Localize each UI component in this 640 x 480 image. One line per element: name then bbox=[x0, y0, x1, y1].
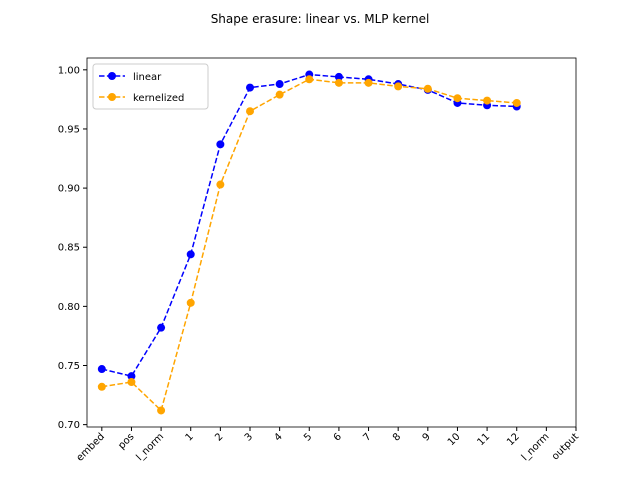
legend-marker bbox=[108, 72, 116, 80]
x-tick-label: pos bbox=[116, 431, 136, 451]
y-tick-label: 0.80 bbox=[58, 302, 80, 313]
series-line bbox=[101, 73, 517, 378]
point bbox=[97, 365, 106, 374]
point bbox=[453, 94, 462, 103]
y-tick-label: 0.90 bbox=[58, 184, 80, 195]
point bbox=[216, 180, 225, 189]
point bbox=[157, 323, 166, 332]
x-tick-label: l_norm bbox=[520, 431, 552, 463]
y-tick-label: 0.75 bbox=[58, 361, 80, 372]
series-line bbox=[101, 78, 517, 412]
x-tick-label: 3 bbox=[243, 431, 255, 443]
legend-marker bbox=[108, 93, 116, 101]
x-tick-label: 1 bbox=[184, 431, 196, 443]
point bbox=[186, 298, 195, 307]
point bbox=[364, 78, 373, 87]
x-tick-label: 4 bbox=[272, 431, 284, 443]
y-tick-label: 0.85 bbox=[58, 243, 80, 254]
x-tick-label: 9 bbox=[421, 431, 433, 443]
chart-title: Shape erasure: linear vs. MLP kernel bbox=[211, 12, 430, 26]
point bbox=[246, 107, 254, 116]
x-tick-label: 11 bbox=[475, 431, 492, 448]
legend-label: linear bbox=[133, 72, 162, 83]
point bbox=[97, 382, 106, 391]
x-tick-label: 12 bbox=[505, 431, 522, 448]
point bbox=[305, 75, 314, 84]
point bbox=[127, 372, 136, 381]
point bbox=[186, 250, 195, 259]
point bbox=[512, 98, 521, 107]
x-tick-label: 7 bbox=[361, 431, 373, 443]
point bbox=[394, 82, 403, 91]
point bbox=[334, 78, 343, 87]
point bbox=[246, 83, 254, 92]
y-tick-label: 0.95 bbox=[58, 124, 80, 135]
legend-label: kernelized bbox=[133, 93, 184, 104]
point bbox=[483, 96, 492, 105]
y-tick-label: 1.00 bbox=[58, 65, 80, 76]
x-tick-label: output bbox=[550, 431, 581, 462]
point bbox=[275, 90, 284, 99]
point bbox=[423, 84, 432, 93]
x-tick-label: 10 bbox=[446, 431, 463, 448]
point bbox=[275, 80, 284, 89]
plot-frame bbox=[86, 57, 577, 428]
x-tick-label: 6 bbox=[332, 431, 344, 443]
point bbox=[334, 72, 343, 81]
x-tick-label: l_norm bbox=[134, 431, 166, 463]
x-tick-label: embed bbox=[75, 431, 107, 463]
point bbox=[127, 378, 136, 387]
x-tick-label: 8 bbox=[391, 431, 403, 443]
x-tick-label: 2 bbox=[213, 431, 225, 443]
point bbox=[157, 406, 166, 415]
legend-box bbox=[92, 63, 209, 110]
point bbox=[216, 140, 225, 149]
x-tick-label: 5 bbox=[302, 431, 314, 443]
y-tick-label: 0.70 bbox=[58, 420, 80, 431]
